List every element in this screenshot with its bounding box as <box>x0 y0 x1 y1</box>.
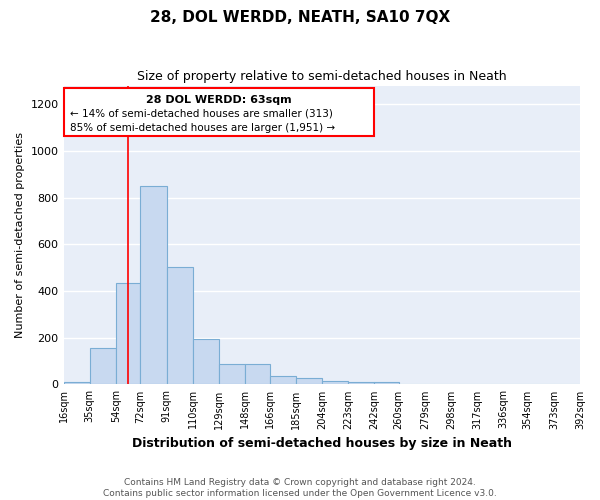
Bar <box>245 364 269 384</box>
X-axis label: Distribution of semi-detached houses by size in Neath: Distribution of semi-detached houses by … <box>132 437 512 450</box>
Bar <box>322 381 348 384</box>
Text: 28, DOL WERDD, NEATH, SA10 7QX: 28, DOL WERDD, NEATH, SA10 7QX <box>150 10 450 25</box>
Bar <box>348 382 374 384</box>
Bar <box>219 364 245 384</box>
Text: Contains HM Land Registry data © Crown copyright and database right 2024.
Contai: Contains HM Land Registry data © Crown c… <box>103 478 497 498</box>
Bar <box>296 378 322 384</box>
Text: ← 14% of semi-detached houses are smaller (313): ← 14% of semi-detached houses are smalle… <box>70 109 333 119</box>
Bar <box>64 382 89 384</box>
Bar <box>167 266 193 384</box>
Title: Size of property relative to semi-detached houses in Neath: Size of property relative to semi-detach… <box>137 70 506 83</box>
Text: 85% of semi-detached houses are larger (1,951) →: 85% of semi-detached houses are larger (… <box>70 123 335 133</box>
Bar <box>89 348 116 385</box>
Bar <box>193 340 219 384</box>
Text: 28 DOL WERDD: 63sqm: 28 DOL WERDD: 63sqm <box>146 95 292 105</box>
Bar <box>269 376 296 384</box>
Bar <box>374 382 398 384</box>
Y-axis label: Number of semi-detached properties: Number of semi-detached properties <box>15 132 25 338</box>
Bar <box>116 283 140 384</box>
FancyBboxPatch shape <box>64 88 374 136</box>
Bar <box>140 186 167 384</box>
